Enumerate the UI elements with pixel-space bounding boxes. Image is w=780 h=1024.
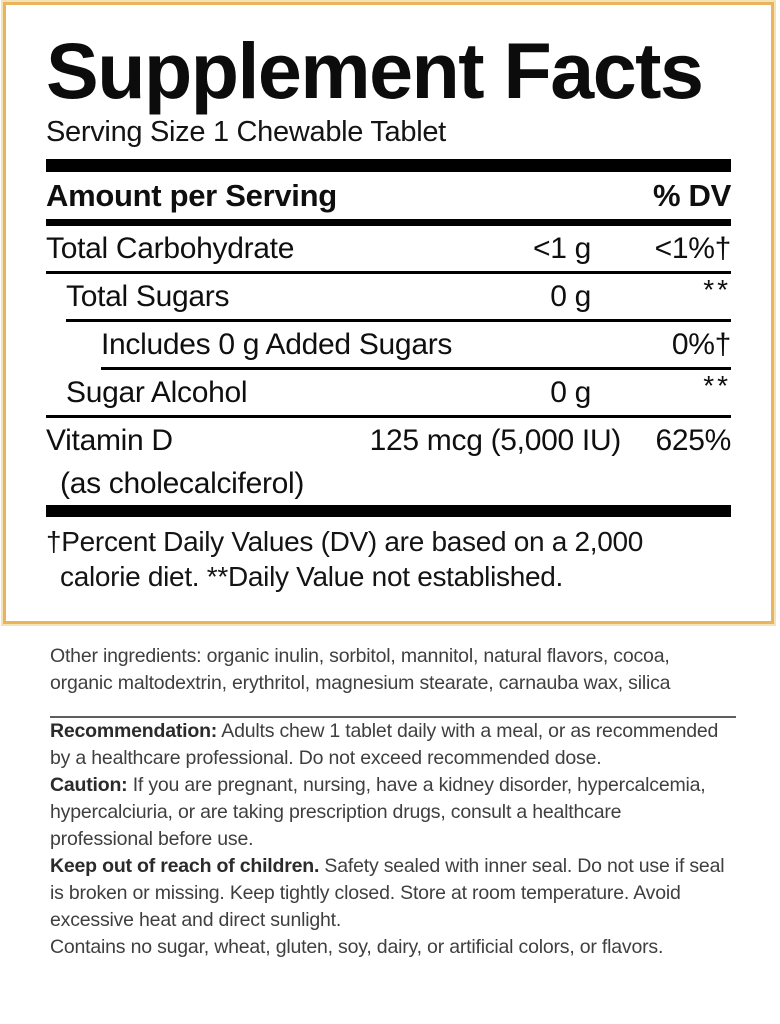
amount-per-serving-header: Amount per Serving — [46, 177, 337, 213]
percent-dv-header: % DV — [652, 177, 731, 213]
label-info-section: Other ingredients: organic inulin, sorbi… — [50, 643, 742, 961]
nutrient-name: Vitamin D — [46, 423, 173, 457]
nutrient-dv-value: ** — [703, 273, 731, 305]
caution-lead: Caution: — [50, 774, 128, 796]
nutrient-row-sugar-alcohol: Sugar Alcohol 0 g ** — [46, 370, 731, 415]
panel-title: Supplement Facts — [46, 26, 704, 115]
nutrient-name: Total Sugars — [66, 279, 230, 313]
nutrient-row-total-carbohydrate: Total Carbohydrate <1 g <1%† — [46, 226, 731, 271]
keep-out-text: Safety sealed with inner seal. Do not us… — [50, 855, 725, 931]
keep-out-paragraph: Keep out of reach of children. Safety se… — [50, 853, 742, 934]
caution-text: If you are pregnant, nursing, have a kid… — [50, 774, 706, 850]
recommendation-text: Adults chew 1 tablet daily with a meal, … — [50, 720, 719, 769]
nutrient-dv-value: <1%† — [654, 231, 732, 265]
nutrient-dv: 0%† — [591, 328, 731, 362]
separator — [46, 415, 731, 419]
section-divider — [50, 716, 736, 718]
nutrient-dv: ** — [591, 370, 731, 410]
supplement-facts-panel: Supplement Facts Serving Size 1 Chewable… — [3, 2, 774, 624]
caution-paragraph: Caution: If you are pregnant, nursing, h… — [50, 772, 742, 853]
nutrient-row-added-sugars: Includes 0 g Added Sugars 0%† — [46, 322, 731, 367]
nutrient-name: Sugar Alcohol — [66, 375, 248, 409]
nutrient-amount: <1 g — [532, 231, 591, 265]
nutrient-dv-value: 0%† — [671, 327, 731, 361]
medium-rule — [46, 219, 731, 227]
recommendation-lead: Recommendation: — [50, 720, 218, 742]
thick-rule-top — [46, 159, 731, 173]
separator — [101, 367, 731, 371]
nutrient-row-vitamin-d: Vitamin D 125 mcg (5,000 IU) 625% — [46, 418, 731, 463]
nutrient-row-total-sugars: Total Sugars 0 g ** — [46, 274, 731, 319]
nutrient-name: Total Carbohydrate — [46, 231, 295, 265]
nutrient-dv: <1%† — [591, 231, 732, 266]
nutrient-dv: 625% — [621, 424, 731, 458]
recommendation-paragraph: Recommendation: Adults chew 1 tablet dai… — [50, 718, 742, 772]
separator — [66, 319, 731, 323]
nutrient-amount: 125 mcg (5,000 IU) — [369, 423, 622, 457]
nutrient-name: Includes 0 g Added Sugars — [101, 327, 453, 361]
nutrient-dv: ** — [591, 274, 731, 314]
contains-statement: Contains no sugar, wheat, gluten, soy, d… — [50, 936, 664, 958]
nutrient-dv-value: ** — [703, 369, 731, 401]
other-ingredients: Other ingredients: organic inulin, sorbi… — [50, 645, 671, 694]
serving-size: Serving Size 1 Chewable Tablet — [46, 116, 446, 149]
nutrient-subname: (as cholecalciferol) — [60, 467, 305, 501]
thick-rule-bottom — [46, 505, 731, 518]
nutrient-amount: 0 g — [550, 279, 591, 313]
separator — [46, 271, 731, 275]
column-header-row: Amount per Serving % DV — [46, 172, 731, 219]
dv-footnote: †Percent Daily Values (DV) are based on … — [46, 526, 644, 593]
nutrient-dv-value: 625% — [655, 423, 731, 457]
keep-out-lead: Keep out of reach of children. — [50, 855, 320, 877]
nutrient-amount: 0 g — [550, 375, 591, 409]
